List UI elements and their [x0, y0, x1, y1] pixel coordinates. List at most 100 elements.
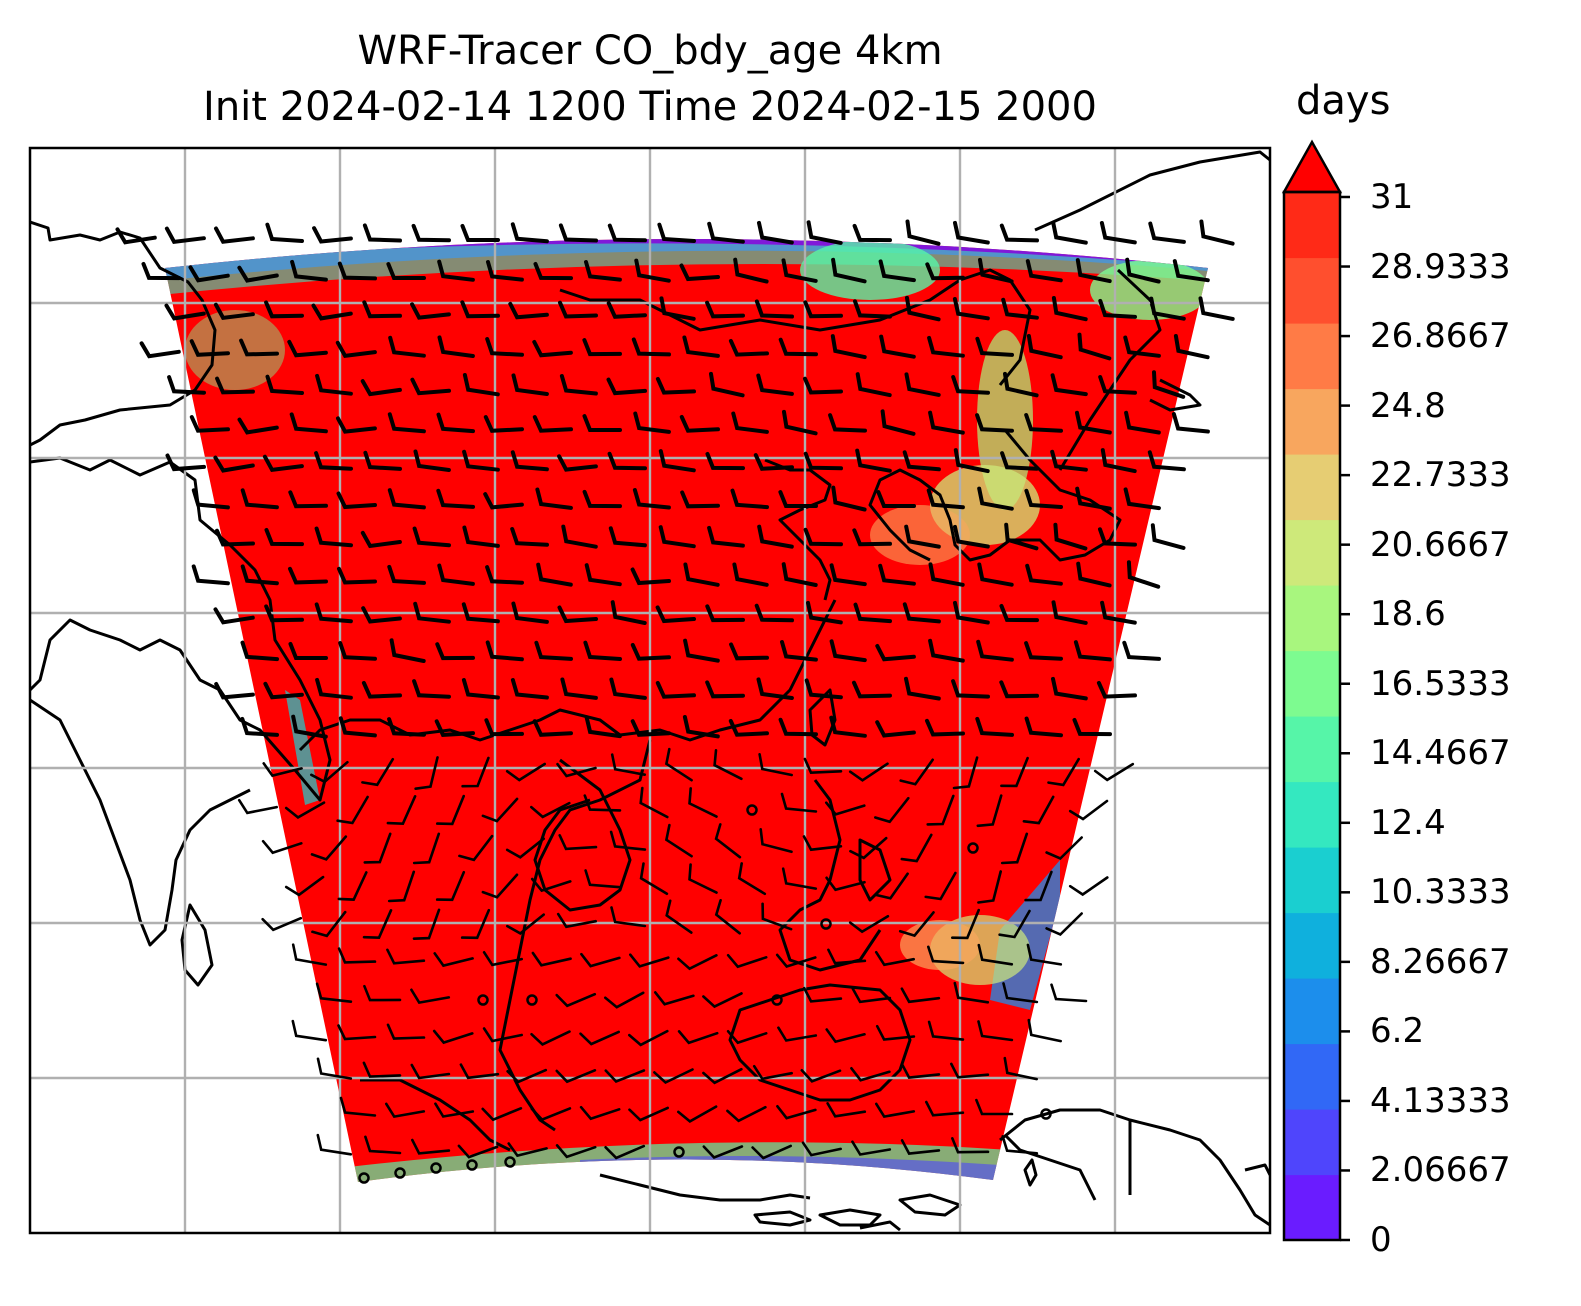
calm-wind-marker	[673, 1146, 685, 1158]
wind-barb	[999, 604, 1039, 623]
wind-barb	[630, 567, 671, 586]
wind-barb	[457, 1144, 499, 1159]
wind-barb	[682, 715, 720, 739]
wind-barb	[583, 794, 622, 812]
wind-barb	[436, 794, 465, 826]
colorbar-segment	[1284, 716, 1340, 783]
wind-barb	[925, 262, 965, 281]
wind-barb	[511, 601, 549, 624]
wind-barb	[726, 1105, 767, 1123]
wind-barb	[535, 487, 573, 510]
wind-barb	[1150, 523, 1186, 550]
wind-barb	[388, 335, 426, 358]
wind-barb	[556, 762, 597, 778]
wind-barb	[904, 676, 941, 701]
wind-barb	[607, 451, 647, 471]
wind-barb	[191, 564, 230, 586]
wind-barb	[1073, 640, 1112, 662]
wind-barb	[410, 988, 451, 1005]
wind-barb	[803, 757, 843, 775]
wind-barb	[825, 1028, 866, 1044]
wind-barb	[506, 1068, 548, 1084]
wind-barb	[880, 409, 916, 436]
wind-barb	[630, 719, 671, 737]
calm-wind-marker	[1040, 1108, 1052, 1120]
wind-barb	[460, 300, 500, 319]
wind-barb	[481, 873, 519, 899]
wind-barb	[630, 643, 671, 661]
wind-barb	[975, 716, 1014, 737]
colorbar-segment	[1284, 1174, 1340, 1241]
calm-wind-marker	[430, 1162, 442, 1174]
wind-barb	[1000, 451, 1039, 471]
wind-barb	[264, 604, 304, 623]
colorbar-frame	[1282, 190, 1342, 1242]
wind-barb	[928, 562, 965, 587]
wind-barb	[802, 835, 843, 852]
wind-barb	[531, 951, 572, 967]
wind-barb	[803, 300, 843, 319]
wind-barb	[361, 757, 395, 787]
wind-barb	[532, 415, 573, 433]
wind-barb	[677, 954, 718, 971]
wind-barb	[291, 1019, 328, 1042]
wind-barb	[1100, 600, 1137, 625]
wind-barb	[437, 563, 475, 586]
wind-barb	[164, 303, 206, 321]
wind-barb	[387, 564, 426, 585]
wind-barb	[628, 1029, 669, 1047]
wind-barb	[714, 899, 741, 935]
wind-barb	[483, 492, 524, 510]
wind-barb	[758, 753, 793, 777]
wind-barb	[264, 528, 304, 547]
wind-barb	[926, 488, 965, 510]
wind-barb	[284, 875, 325, 897]
wind-barb	[604, 1069, 646, 1084]
wind-barb	[927, 1020, 965, 1041]
wind-barb	[1152, 370, 1186, 399]
wind-barb	[1148, 221, 1186, 244]
wind-barb	[555, 1069, 597, 1084]
colorbar	[1281, 139, 1350, 1242]
wind-barb	[657, 222, 696, 243]
wind-barb	[1051, 600, 1088, 625]
wind-barb	[977, 486, 1014, 511]
wind-barb	[139, 341, 181, 359]
wind-barb	[1077, 332, 1112, 361]
wind-barb	[583, 640, 622, 661]
wind-barb	[1045, 836, 1083, 861]
wind-barb	[658, 525, 696, 549]
colorbar-tick-label: 4.13333	[1370, 1080, 1511, 1121]
wind-barb	[1001, 1135, 1039, 1155]
wind-barb	[705, 604, 745, 623]
wind-barb	[315, 982, 353, 1003]
wind-barb	[975, 1098, 1014, 1116]
wind-barb	[853, 299, 892, 319]
wind-barb	[461, 678, 500, 700]
wind-barb	[291, 943, 328, 966]
wind-barb	[510, 450, 549, 472]
colorbar-segment	[1284, 388, 1340, 455]
wind-barb	[628, 1106, 669, 1122]
calm-wind-marker	[477, 994, 489, 1006]
wind-barb	[337, 1024, 377, 1041]
wind-barb	[189, 415, 230, 433]
wind-barb	[713, 749, 743, 781]
wind-barb	[898, 911, 935, 938]
wind-barb	[977, 943, 1014, 966]
wind-barb	[265, 374, 304, 395]
colorbar-tick-label: 10.3333	[1370, 872, 1511, 913]
wind-barb	[263, 681, 304, 700]
colorbar-tick-label: 22.7333	[1370, 455, 1511, 496]
wind-barb	[609, 830, 647, 851]
wind-barb	[584, 260, 622, 282]
wind-barb	[288, 642, 328, 660]
wind-barb	[609, 677, 647, 700]
colorbar-segment	[1284, 847, 1340, 914]
wind-barb	[780, 640, 818, 662]
wind-barb	[1024, 870, 1053, 902]
wind-barb	[237, 798, 278, 815]
wind-barb	[262, 454, 304, 473]
wind-barb	[215, 376, 255, 395]
wind-barb	[338, 641, 377, 661]
